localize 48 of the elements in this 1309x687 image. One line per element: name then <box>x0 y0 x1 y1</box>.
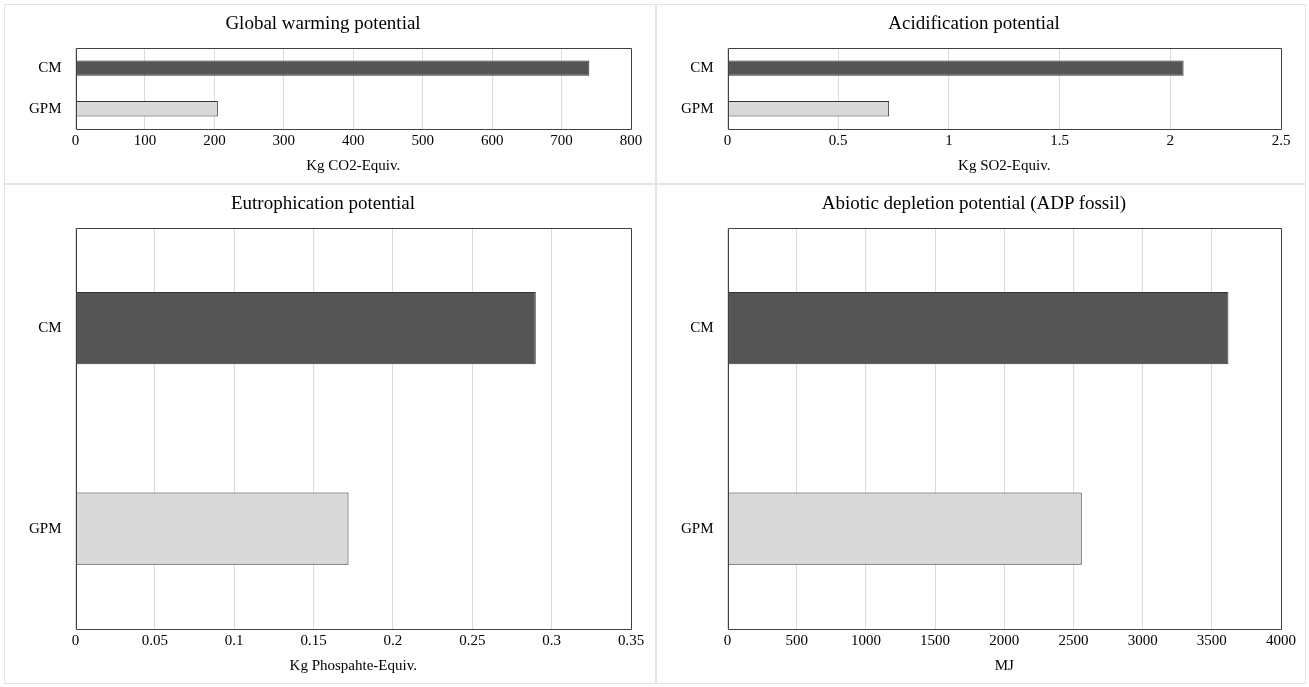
x-tick-label: 0 <box>71 131 80 148</box>
x-tick-label: 0.1 <box>224 631 244 648</box>
x-tick-label: 0.35 <box>617 631 645 648</box>
x-tick-label: 3000 <box>1127 631 1158 648</box>
x-tick-label: 700 <box>550 131 573 148</box>
x-tick-label: 2 <box>1166 131 1175 148</box>
x-tick-label: 0.25 <box>459 631 486 648</box>
x-tick-label: 500 <box>785 631 808 648</box>
x-tick-label: 1 <box>945 131 953 148</box>
chart-title: Eutrophication potential <box>230 192 416 214</box>
x-tick-label: 0.15 <box>300 631 327 648</box>
chart-title: Global warming potential <box>225 12 421 34</box>
x-tick-label: 1.5 <box>1050 131 1069 148</box>
x-tick-label: 500 <box>411 131 434 148</box>
x-tick-label: 200 <box>203 131 226 148</box>
x-tick-label: 0 <box>723 631 732 648</box>
x-tick-label: 3500 <box>1196 631 1227 648</box>
x-tick-label: 1500 <box>920 631 951 648</box>
y-tick-label: CM <box>38 59 62 76</box>
x-tick-label: 1000 <box>850 631 881 648</box>
x-tick-label: 600 <box>480 131 504 148</box>
x-tick-label: 4000 <box>1266 631 1296 648</box>
chart-title: Acidification potential <box>888 12 1060 34</box>
x-tick-label: 400 <box>342 131 365 148</box>
x-axis-title: MJ <box>994 656 1014 673</box>
y-tick-label: CM <box>38 319 62 336</box>
x-tick-label: 800 <box>619 131 643 148</box>
x-tick-label: 0.05 <box>141 631 168 648</box>
x-tick-label: 2000 <box>989 631 1020 648</box>
x-tick-label: 0.3 <box>542 631 562 648</box>
y-tick-label: GPM <box>681 519 714 536</box>
y-tick-label: GPM <box>29 99 62 116</box>
y-tick-label: GPM <box>681 99 714 116</box>
x-axis-title: Kg Phospahte-Equiv. <box>289 656 417 673</box>
x-axis-title: Kg SO2-Equiv. <box>958 156 1051 173</box>
y-tick-label: CM <box>690 319 714 336</box>
x-axis-title: Kg CO2-Equiv. <box>306 156 401 173</box>
y-tick-label: GPM <box>29 519 62 536</box>
x-tick-label: 0.2 <box>383 631 403 648</box>
chart-title: Abiotic depletion potential (ADP fossil) <box>821 192 1127 215</box>
x-tick-label: 0.5 <box>828 131 848 148</box>
x-tick-label: 0 <box>71 631 80 648</box>
y-tick-label: CM <box>690 59 714 76</box>
x-tick-label: 2500 <box>1058 631 1089 648</box>
x-tick-label: 100 <box>133 131 157 148</box>
x-tick-label: 0 <box>723 131 732 148</box>
x-tick-label: 300 <box>272 131 296 148</box>
x-tick-label: 2.5 <box>1271 131 1291 148</box>
